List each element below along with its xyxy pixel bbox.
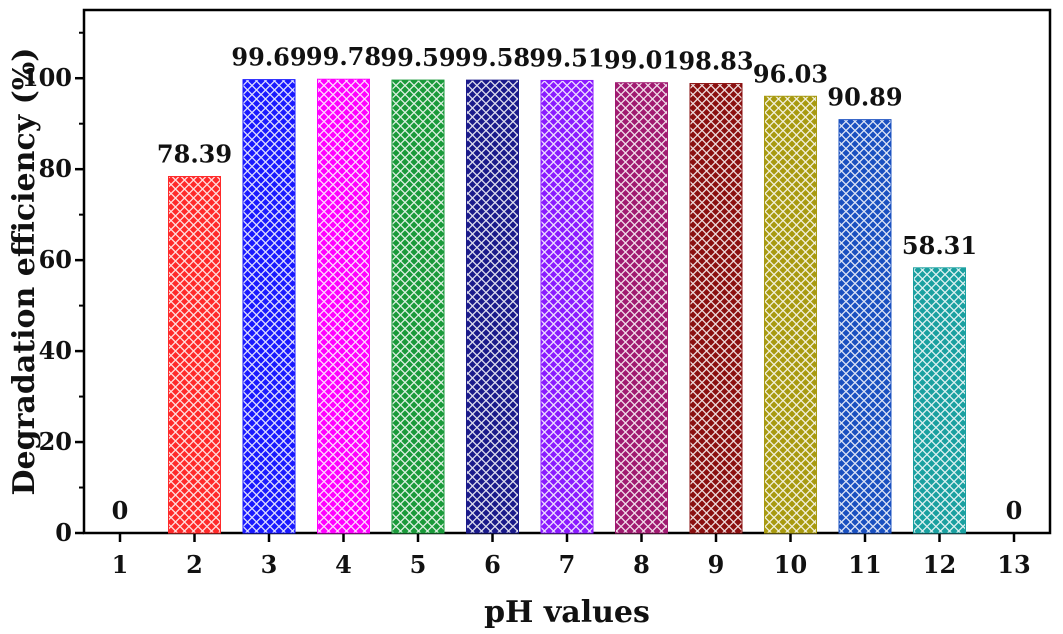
y-tick-label: 100 (22, 63, 72, 92)
data-label: 0 (112, 496, 129, 525)
x-axis-title: pH values (484, 595, 650, 630)
data-label: 99.51 (529, 43, 604, 72)
bar (615, 82, 668, 534)
data-label: 58.31 (902, 231, 977, 260)
bar (168, 175, 221, 534)
bar (242, 79, 296, 534)
data-label: 78.39 (157, 139, 232, 168)
x-tick-label: 1 (112, 550, 129, 579)
y-tick-label: 60 (39, 245, 72, 274)
x-tick-label: 6 (484, 550, 501, 579)
x-tick-label: 13 (997, 550, 1030, 579)
bar (317, 78, 370, 534)
data-label: 99.69 (231, 43, 306, 72)
bars-group (168, 78, 966, 534)
bar (764, 95, 817, 534)
y-tick-label: 40 (39, 336, 72, 365)
bar (913, 267, 966, 534)
bar (689, 83, 743, 534)
x-tick-label: 5 (410, 550, 427, 579)
y-tick-label: 20 (39, 427, 72, 456)
data-labels-group: 0 78.39 99.69 99.78 99.59 99.58 99.51 99.01 98.8… (112, 42, 1023, 525)
data-label: 98.83 (678, 47, 753, 76)
x-tick-label: 8 (633, 550, 650, 579)
y-tick-label: 0 (55, 518, 72, 547)
x-tick-label: 3 (261, 550, 278, 579)
x-tick-label: 9 (708, 550, 725, 579)
x-axis: 1 2 3 4 5 6 7 8 9 10 11 12 13 (112, 533, 1031, 579)
data-label: 90.89 (827, 83, 902, 112)
data-label: 96.03 (753, 59, 828, 88)
data-label: 99.78 (306, 42, 381, 71)
data-label: 99.01 (604, 46, 679, 75)
bar (838, 119, 892, 534)
y-axis-title: Degradation efficiency (%) (7, 48, 42, 496)
bar (540, 79, 594, 534)
y-axis: 0 20 40 60 80 100 (22, 31, 84, 547)
data-label: 99.58 (455, 43, 530, 72)
x-tick-label: 2 (186, 550, 203, 579)
bar (466, 79, 519, 534)
data-label: 0 (1006, 496, 1023, 525)
y-tick-label: 80 (39, 154, 72, 183)
bar (391, 79, 445, 534)
x-tick-label: 4 (335, 550, 352, 579)
x-tick-label: 10 (774, 550, 807, 579)
data-label: 99.59 (380, 43, 455, 72)
x-tick-label: 7 (559, 550, 576, 579)
x-tick-label: 11 (848, 550, 881, 579)
x-tick-label: 12 (923, 550, 956, 579)
